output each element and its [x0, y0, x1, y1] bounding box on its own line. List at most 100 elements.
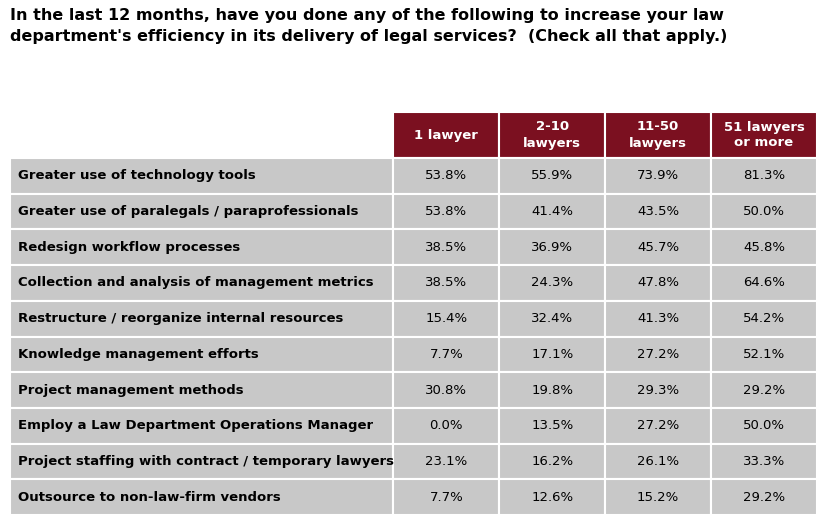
Text: 38.5%: 38.5%	[425, 241, 467, 254]
Bar	[500, 408, 605, 444]
Text: 33.3%: 33.3%	[743, 455, 785, 468]
Bar	[605, 336, 711, 372]
Bar	[711, 372, 817, 408]
Text: 32.4%: 32.4%	[531, 312, 573, 325]
Bar	[711, 444, 817, 479]
Text: 15.2%: 15.2%	[637, 491, 679, 504]
Bar	[394, 230, 500, 265]
Bar	[10, 265, 394, 301]
Text: 53.8%: 53.8%	[425, 205, 467, 218]
Text: Project management methods: Project management methods	[18, 383, 244, 396]
Text: 2-10
lawyers: 2-10 lawyers	[523, 120, 581, 150]
Bar	[500, 479, 605, 515]
Bar	[500, 158, 605, 194]
Bar	[711, 336, 817, 372]
Text: 41.3%: 41.3%	[637, 312, 679, 325]
Bar	[500, 336, 605, 372]
Text: 30.8%: 30.8%	[425, 383, 467, 396]
Bar	[605, 479, 711, 515]
Text: 47.8%: 47.8%	[637, 277, 679, 289]
Text: 13.5%: 13.5%	[531, 419, 573, 432]
Text: 27.2%: 27.2%	[637, 348, 679, 361]
Text: In the last 12 months, have you done any of the following to increase your law
d: In the last 12 months, have you done any…	[10, 8, 728, 44]
Text: 51 lawyers
or more: 51 lawyers or more	[724, 120, 805, 150]
Text: Redesign workflow processes: Redesign workflow processes	[18, 241, 241, 254]
Text: 50.0%: 50.0%	[743, 419, 785, 432]
Bar	[711, 479, 817, 515]
Text: Project staffing with contract / temporary lawyers: Project staffing with contract / tempora…	[18, 455, 394, 468]
Bar	[605, 301, 711, 336]
Text: 15.4%: 15.4%	[425, 312, 467, 325]
Bar	[394, 301, 500, 336]
Bar	[10, 336, 394, 372]
Bar	[394, 112, 500, 158]
Bar	[605, 158, 711, 194]
Bar	[711, 265, 817, 301]
Bar	[605, 444, 711, 479]
Bar	[711, 408, 817, 444]
Text: 7.7%: 7.7%	[429, 348, 463, 361]
Bar	[394, 444, 500, 479]
Text: 29.2%: 29.2%	[743, 383, 785, 396]
Text: 17.1%: 17.1%	[531, 348, 573, 361]
Text: Knowledge management efforts: Knowledge management efforts	[18, 348, 259, 361]
Text: 41.4%: 41.4%	[531, 205, 573, 218]
Text: Employ a Law Department Operations Manager: Employ a Law Department Operations Manag…	[18, 419, 373, 432]
Text: 29.3%: 29.3%	[637, 383, 679, 396]
Text: 53.8%: 53.8%	[425, 169, 467, 183]
Text: Greater use of paralegals / paraprofessionals: Greater use of paralegals / paraprofessi…	[18, 205, 358, 218]
Bar	[500, 301, 605, 336]
Bar	[500, 444, 605, 479]
Bar	[10, 479, 394, 515]
Bar	[605, 194, 711, 230]
Text: 45.8%: 45.8%	[743, 241, 785, 254]
Bar	[394, 336, 500, 372]
Bar	[10, 230, 394, 265]
Text: 81.3%: 81.3%	[743, 169, 785, 183]
Bar	[394, 479, 500, 515]
Text: 52.1%: 52.1%	[743, 348, 785, 361]
Bar	[605, 372, 711, 408]
Text: 45.7%: 45.7%	[637, 241, 679, 254]
Text: 64.6%: 64.6%	[743, 277, 785, 289]
Bar	[500, 194, 605, 230]
Text: Collection and analysis of management metrics: Collection and analysis of management me…	[18, 277, 374, 289]
Bar	[394, 194, 500, 230]
Text: 24.3%: 24.3%	[531, 277, 573, 289]
Bar	[10, 408, 394, 444]
Text: 55.9%: 55.9%	[531, 169, 573, 183]
Text: 1 lawyer: 1 lawyer	[414, 129, 478, 142]
Text: 26.1%: 26.1%	[637, 455, 679, 468]
Text: 36.9%: 36.9%	[531, 241, 573, 254]
Bar	[711, 158, 817, 194]
Bar	[394, 372, 500, 408]
Text: 50.0%: 50.0%	[743, 205, 785, 218]
Bar	[394, 158, 500, 194]
Bar	[605, 112, 711, 158]
Text: 27.2%: 27.2%	[637, 419, 679, 432]
Bar	[10, 158, 394, 194]
Text: Greater use of technology tools: Greater use of technology tools	[18, 169, 256, 183]
Text: 38.5%: 38.5%	[425, 277, 467, 289]
Text: 54.2%: 54.2%	[743, 312, 785, 325]
Text: 19.8%: 19.8%	[531, 383, 573, 396]
Bar	[500, 372, 605, 408]
Bar	[10, 112, 394, 158]
Bar	[711, 194, 817, 230]
Text: Outsource to non-law-firm vendors: Outsource to non-law-firm vendors	[18, 491, 280, 504]
Bar	[605, 230, 711, 265]
Text: 7.7%: 7.7%	[429, 491, 463, 504]
Bar	[10, 194, 394, 230]
Text: 43.5%: 43.5%	[637, 205, 679, 218]
Bar	[605, 265, 711, 301]
Bar	[500, 265, 605, 301]
Bar	[711, 230, 817, 265]
Bar	[500, 230, 605, 265]
Text: 29.2%: 29.2%	[743, 491, 785, 504]
Bar	[10, 372, 394, 408]
Text: 12.6%: 12.6%	[531, 491, 573, 504]
Bar	[711, 301, 817, 336]
Text: 16.2%: 16.2%	[531, 455, 573, 468]
Text: 0.0%: 0.0%	[429, 419, 463, 432]
Bar	[605, 408, 711, 444]
